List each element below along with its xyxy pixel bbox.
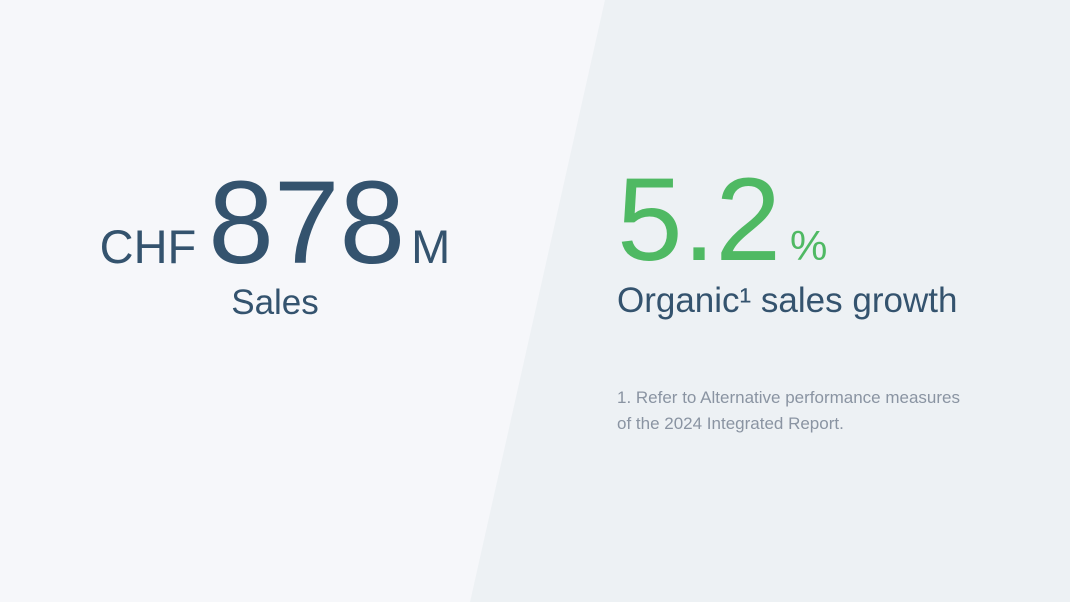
sales-stat: CHF 878 M Sales — [60, 164, 490, 321]
sales-label: Sales — [231, 283, 319, 322]
sales-value: 878 — [208, 157, 406, 289]
footnote: 1. Refer to Alternative performance meas… — [617, 385, 1017, 437]
growth-stat: 5.2% Organic¹ sales growth 1. Refer to A… — [617, 161, 1017, 437]
footnote-line-2: of the 2024 Integrated Report. — [617, 414, 844, 433]
growth-value: 5.2 — [617, 154, 782, 286]
growth-unit-percent: % — [790, 222, 828, 269]
growth-label: Organic¹ sales growth — [617, 281, 958, 320]
sales-unit: M — [411, 220, 451, 273]
footnote-line-1: 1. Refer to Alternative performance meas… — [617, 388, 960, 407]
sales-metric: CHF 878 M — [60, 164, 490, 282]
growth-metric: 5.2% — [617, 161, 1017, 279]
sales-currency: CHF — [99, 220, 197, 273]
